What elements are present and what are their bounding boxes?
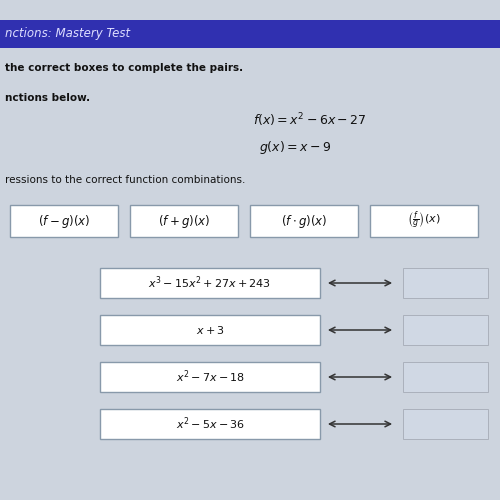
FancyBboxPatch shape bbox=[100, 362, 320, 392]
Text: nctions: Mastery Test: nctions: Mastery Test bbox=[5, 28, 130, 40]
Text: nctions below.: nctions below. bbox=[5, 93, 90, 103]
FancyBboxPatch shape bbox=[403, 268, 488, 298]
FancyBboxPatch shape bbox=[403, 409, 488, 439]
FancyBboxPatch shape bbox=[250, 205, 358, 237]
Text: $g(x) = x - 9$: $g(x) = x - 9$ bbox=[259, 140, 331, 156]
Text: $(f - g)(x)$: $(f - g)(x)$ bbox=[38, 212, 90, 230]
Text: $x^3 - 15x^2 + 27x + 243$: $x^3 - 15x^2 + 27x + 243$ bbox=[148, 274, 272, 291]
Text: the correct boxes to complete the pairs.: the correct boxes to complete the pairs. bbox=[5, 63, 243, 73]
FancyBboxPatch shape bbox=[130, 205, 238, 237]
Text: $(f + g)(x)$: $(f + g)(x)$ bbox=[158, 212, 210, 230]
Text: $f(x) = x^2 - 6x - 27$: $f(x) = x^2 - 6x - 27$ bbox=[253, 111, 367, 129]
Text: ressions to the correct function combinations.: ressions to the correct function combina… bbox=[5, 175, 246, 185]
FancyBboxPatch shape bbox=[370, 205, 478, 237]
Text: $x^2 - 7x - 18$: $x^2 - 7x - 18$ bbox=[176, 368, 244, 386]
Text: $(f \cdot g)(x)$: $(f \cdot g)(x)$ bbox=[281, 212, 327, 230]
FancyBboxPatch shape bbox=[100, 268, 320, 298]
FancyBboxPatch shape bbox=[0, 20, 500, 48]
FancyBboxPatch shape bbox=[403, 362, 488, 392]
FancyBboxPatch shape bbox=[100, 409, 320, 439]
FancyBboxPatch shape bbox=[10, 205, 118, 237]
Text: $x^2 - 5x - 36$: $x^2 - 5x - 36$ bbox=[176, 416, 244, 432]
Text: $\left(\frac{f}{g}\right)(x)$: $\left(\frac{f}{g}\right)(x)$ bbox=[407, 210, 441, 232]
FancyBboxPatch shape bbox=[100, 315, 320, 345]
Text: $x + 3$: $x + 3$ bbox=[196, 324, 224, 336]
FancyBboxPatch shape bbox=[403, 315, 488, 345]
